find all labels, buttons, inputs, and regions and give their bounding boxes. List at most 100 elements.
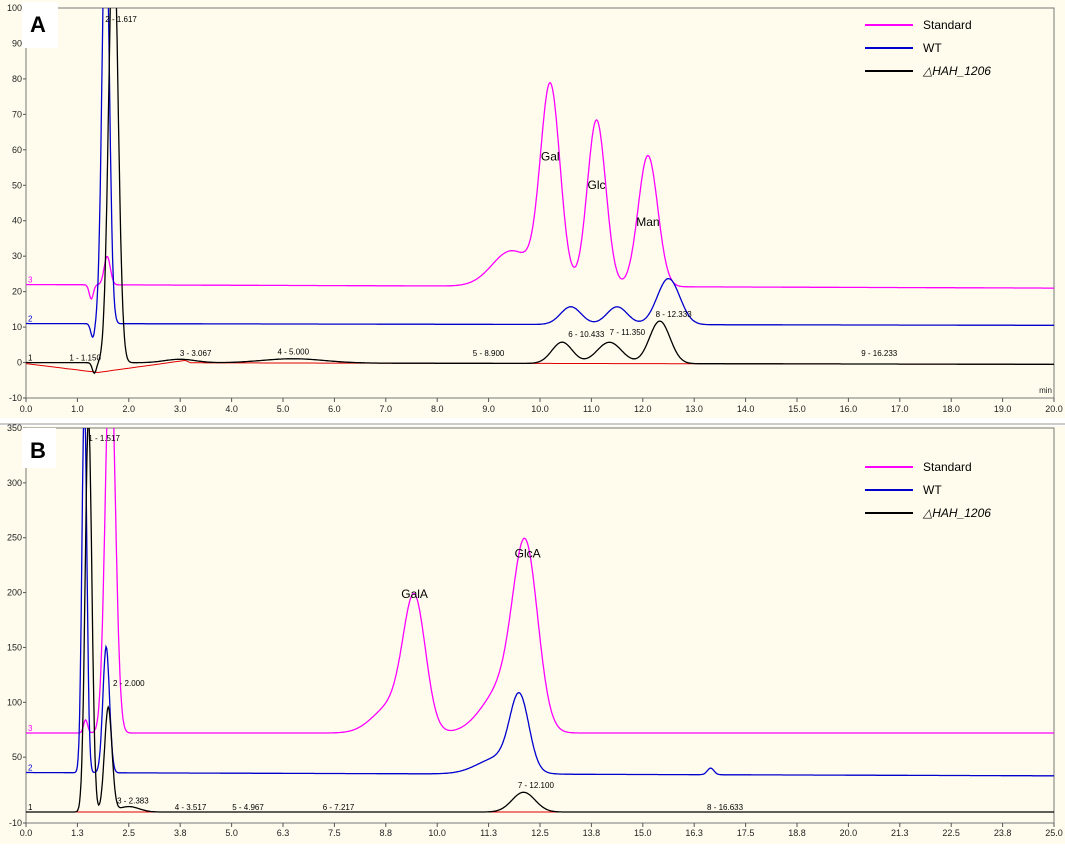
x-tick-label: 3.0 bbox=[174, 404, 187, 414]
integration-label: 4 - 5.000 bbox=[277, 348, 309, 357]
series-line-standard bbox=[26, 82, 1054, 300]
x-tick-label: 8.0 bbox=[431, 404, 444, 414]
x-tick-label: 11.0 bbox=[583, 404, 600, 414]
integration-label: 3 - 2.383 bbox=[117, 796, 149, 805]
integration-label: 8 - 16.633 bbox=[707, 803, 744, 812]
integration-label: 5 - 8.900 bbox=[473, 349, 505, 358]
x-tick-label: 8.8 bbox=[380, 828, 393, 838]
x-tick-label: 0.0 bbox=[20, 828, 33, 838]
peak-label: Gal bbox=[541, 149, 560, 163]
y-tick-label: -10 bbox=[9, 393, 22, 403]
legend-label: WT bbox=[923, 483, 942, 497]
y-tick-label: 50 bbox=[12, 752, 22, 762]
x-tick-label: 2.5 bbox=[123, 828, 136, 838]
x-tick-label: 15.0 bbox=[634, 828, 652, 838]
x-tick-label: 4.0 bbox=[225, 404, 238, 414]
x-tick-label: 20.0 bbox=[1045, 404, 1063, 414]
x-tick-label: 0.0 bbox=[20, 404, 33, 414]
x-tick-label: 15.0 bbox=[788, 404, 806, 414]
peak-label: Glc bbox=[588, 178, 606, 192]
y-tick-label: 100 bbox=[7, 3, 22, 13]
x-tick-label: 25.0 bbox=[1045, 828, 1063, 838]
peak-label: GalA bbox=[401, 587, 428, 601]
x-tick-label: 12.5 bbox=[531, 828, 549, 838]
y-tick-label: 60 bbox=[12, 145, 22, 155]
integration-label: 5 - 4.967 bbox=[232, 803, 264, 812]
integration-label: 2 - 2.000 bbox=[113, 679, 145, 688]
x-tick-label: 7.5 bbox=[328, 828, 341, 838]
integration-label: 1 - 1.517 bbox=[88, 434, 120, 443]
x-tick-label: 17.0 bbox=[891, 404, 909, 414]
panel-letter-box bbox=[22, 2, 58, 48]
series-line-mutant bbox=[26, 8, 1054, 375]
y-tick-label: 350 bbox=[7, 423, 22, 433]
integration-label: 9 - 16.233 bbox=[861, 349, 898, 358]
plot-area bbox=[25, 7, 1055, 399]
x-tick-label: 13.8 bbox=[583, 828, 601, 838]
trace-marker: 2 bbox=[28, 315, 33, 324]
x-tick-label: 6.3 bbox=[277, 828, 290, 838]
x-tick-label: 20.0 bbox=[840, 828, 858, 838]
x-tick-label: 16.3 bbox=[685, 828, 703, 838]
panel-letter: A bbox=[30, 12, 46, 37]
series-line-standard bbox=[26, 428, 1054, 734]
x-tick-label: 2.0 bbox=[123, 404, 136, 414]
y-tick-label: 90 bbox=[12, 38, 22, 48]
x-tick-label: 18.0 bbox=[942, 404, 960, 414]
x-tick-label: 3.8 bbox=[174, 828, 187, 838]
panel-letter: B bbox=[30, 438, 46, 463]
integration-label: 7 - 12.100 bbox=[518, 781, 555, 790]
x-tick-label: 10.0 bbox=[531, 404, 549, 414]
x-axis-unit: min bbox=[1039, 386, 1052, 395]
legend-label: WT bbox=[923, 41, 942, 55]
x-tick-label: 21.3 bbox=[891, 828, 909, 838]
y-tick-label: 80 bbox=[12, 74, 22, 84]
y-tick-label: 50 bbox=[12, 180, 22, 190]
trace-marker: 1 bbox=[28, 803, 33, 812]
x-tick-label: 23.8 bbox=[994, 828, 1012, 838]
x-tick-label: 16.0 bbox=[840, 404, 858, 414]
trace-marker: 1 bbox=[28, 354, 33, 363]
integration-label: 3 - 3.067 bbox=[180, 349, 212, 358]
legend-label: △HAH_1206 bbox=[922, 64, 991, 78]
panel-letter-box bbox=[22, 428, 56, 468]
x-tick-label: 1.0 bbox=[71, 404, 84, 414]
integration-label: 7 - 11.350 bbox=[610, 328, 646, 337]
panel-a: 0.0 1.0 2.0 3.0 4.0 5.0 6.0 7.0 8.0 9.0 10.0 11.0 12… bbox=[0, 0, 1065, 418]
y-tick-label: 30 bbox=[12, 251, 22, 261]
x-tick-label: 22.5 bbox=[942, 828, 960, 838]
x-tick-label: 5.0 bbox=[225, 828, 238, 838]
series-line-wt bbox=[26, 8, 1054, 339]
y-tick-label: 70 bbox=[12, 109, 22, 119]
x-tick-label: 1.3 bbox=[71, 828, 84, 838]
integration-label: 2 - 1.617 bbox=[105, 15, 137, 24]
y-tick-label: -10 bbox=[9, 818, 22, 828]
x-tick-label: 12.0 bbox=[634, 404, 652, 414]
legend-label: Standard bbox=[923, 18, 972, 32]
y-tick-label: 150 bbox=[7, 642, 22, 652]
panel-b: 0.0 1.3 2.5 3.8 5.0 6.3 7.5 8.8 10.0 11.3 12.5 13.8… bbox=[0, 423, 1065, 844]
peak-label: GlcA bbox=[515, 546, 541, 560]
series-line-wt bbox=[26, 428, 1054, 777]
y-tick-label: 100 bbox=[7, 697, 22, 707]
peak-label: Man bbox=[636, 215, 659, 229]
x-tick-label: 13.0 bbox=[685, 404, 703, 414]
integration-label: 6 - 7.217 bbox=[323, 803, 355, 812]
y-tick-label: 0 bbox=[17, 358, 22, 368]
y-tick-label: 300 bbox=[7, 478, 22, 488]
y-tick-label: 250 bbox=[7, 533, 22, 543]
legend-label: △HAH_1206 bbox=[922, 506, 991, 520]
x-tick-label: 10.0 bbox=[428, 828, 446, 838]
series-line-mutant bbox=[26, 428, 1054, 813]
plot-area bbox=[25, 427, 1055, 824]
x-tick-label: 18.8 bbox=[788, 828, 806, 838]
trace-marker: 3 bbox=[28, 276, 33, 285]
x-tick-label: 19.0 bbox=[994, 404, 1012, 414]
integration-label: 6 - 10.433 bbox=[568, 330, 605, 339]
x-tick-label: 5.0 bbox=[277, 404, 290, 414]
integration-label: 1 - 1.150 bbox=[69, 353, 101, 362]
x-tick-label: 14.0 bbox=[737, 404, 755, 414]
x-tick-label: 11.3 bbox=[480, 828, 497, 838]
